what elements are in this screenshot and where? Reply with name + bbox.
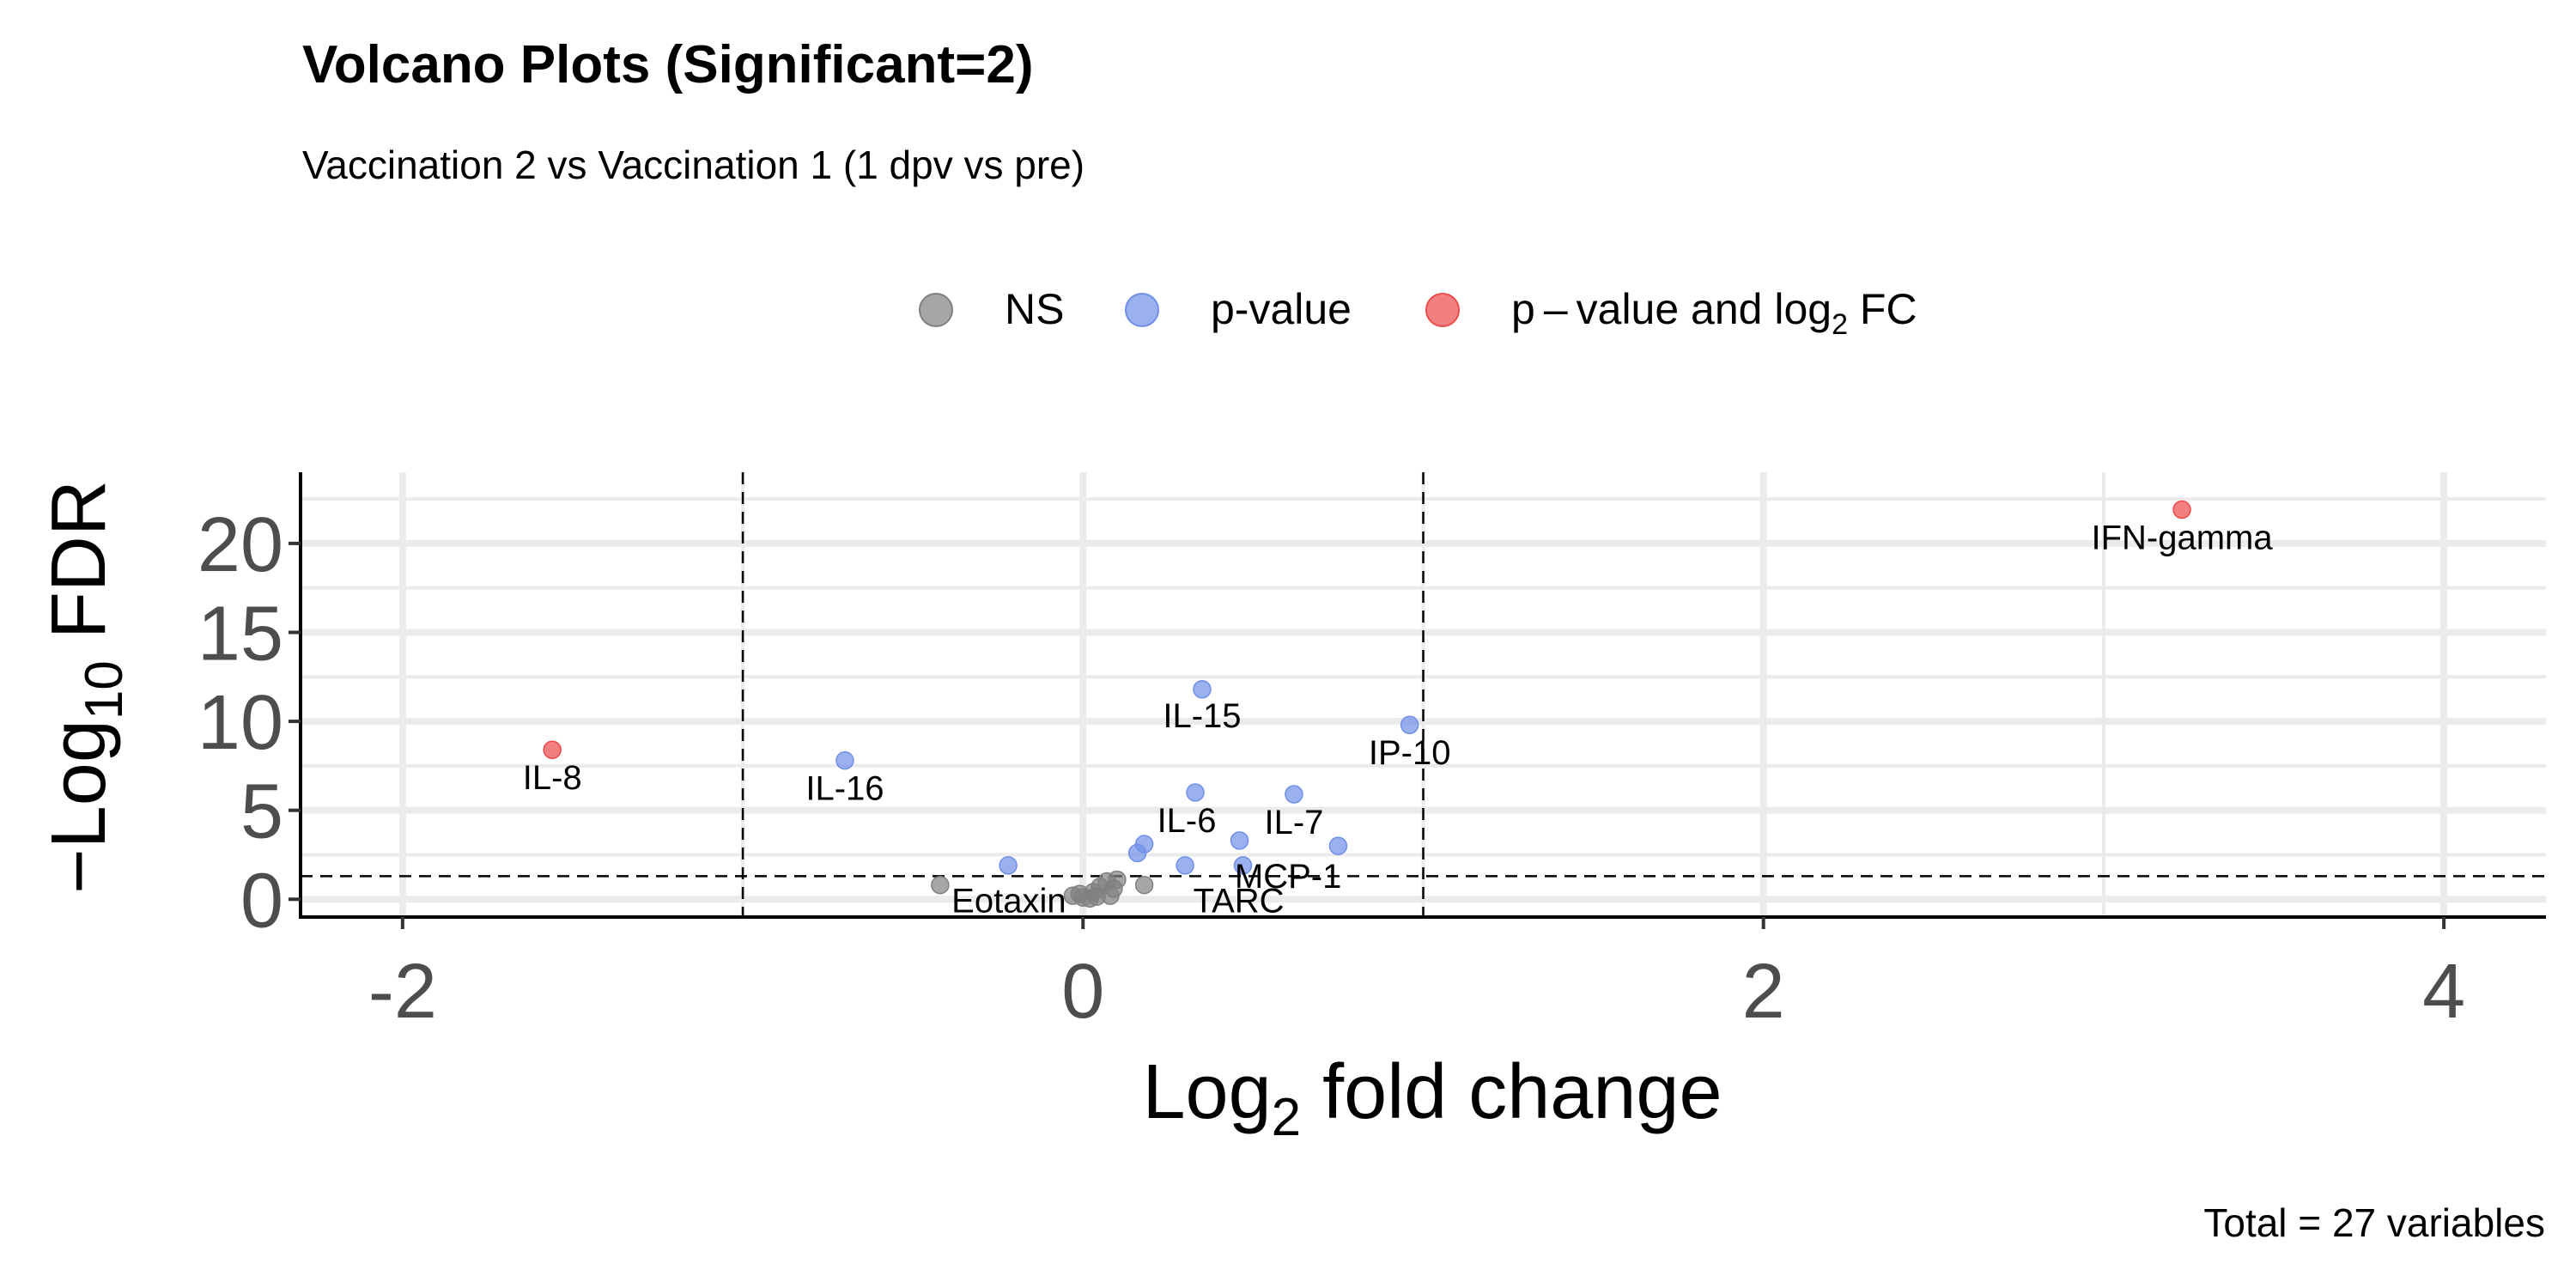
x-tick-label: 0 (1061, 949, 1104, 1035)
data-point (1233, 856, 1253, 875)
point-label: IL-16 (805, 770, 884, 808)
x-tick-label: 4 (2422, 949, 2465, 1035)
legend-marker (1125, 293, 1159, 327)
point-label: IP-10 (1369, 734, 1451, 772)
point-label: IL-15 (1163, 697, 1241, 735)
data-point (1328, 836, 1348, 855)
legend-label: p-value (1211, 285, 1352, 333)
data-point (931, 875, 950, 895)
chart-caption: Total = 27 variables (2203, 1200, 2545, 1245)
legend-marker (919, 293, 953, 327)
chart-subtitle: Vaccination 2 vs Vaccination 1 (1 dpv vs… (302, 143, 1084, 187)
data-point (999, 856, 1018, 875)
y-axis-label: −Log10 FDR (36, 480, 134, 894)
x-tick-label: -2 (368, 949, 437, 1035)
point-label: MCP-1 (1235, 858, 1341, 896)
x-axis-label: Log2 fold change (1142, 1049, 1722, 1147)
data-point (2172, 500, 2191, 519)
cutoff-lines (301, 472, 2546, 917)
point-label: IFN-gamma (2091, 519, 2273, 557)
point-label: Eotaxin (951, 883, 1066, 920)
data-point (543, 740, 562, 759)
legend-label: NS (1005, 285, 1064, 333)
point-label: TARC (1194, 883, 1285, 920)
legend: NS p-value p – value and log2 FC (919, 285, 1917, 341)
y-tick-label: 20 (197, 502, 283, 588)
point-label: IL-6 (1157, 802, 1217, 840)
axes (289, 472, 2546, 929)
y-tick-label: 0 (240, 858, 283, 944)
point-label: IL-7 (1264, 804, 1323, 841)
data-point (1400, 715, 1419, 734)
data-point (1186, 783, 1205, 802)
point-label: IL-8 (523, 759, 582, 797)
data-point (1193, 680, 1212, 699)
data-point (1063, 886, 1083, 905)
data-point (1230, 831, 1249, 850)
point-labels: IFN-gamma IL-8 IL-16 IL-15 IP-10 IL-6 IL-7 MCP-… (523, 519, 2274, 920)
data-point (1134, 875, 1154, 895)
data-point (1127, 843, 1147, 863)
legend-label: p – value and log2 FC (1511, 285, 1917, 341)
y-tick-label: 15 (197, 591, 283, 677)
chart-title: Volcano Plots (Significant=2) (302, 35, 1033, 94)
data-point (1285, 785, 1303, 804)
data-point (1176, 856, 1194, 875)
data-point (835, 750, 854, 770)
data-point (1104, 879, 1123, 898)
legend-marker (1425, 293, 1460, 327)
x-tick-label: 2 (1742, 949, 1785, 1035)
data-points (543, 500, 2191, 908)
y-tick-label: 10 (197, 680, 283, 766)
y-tick-label: 5 (240, 769, 283, 855)
data-point (1087, 887, 1106, 906)
